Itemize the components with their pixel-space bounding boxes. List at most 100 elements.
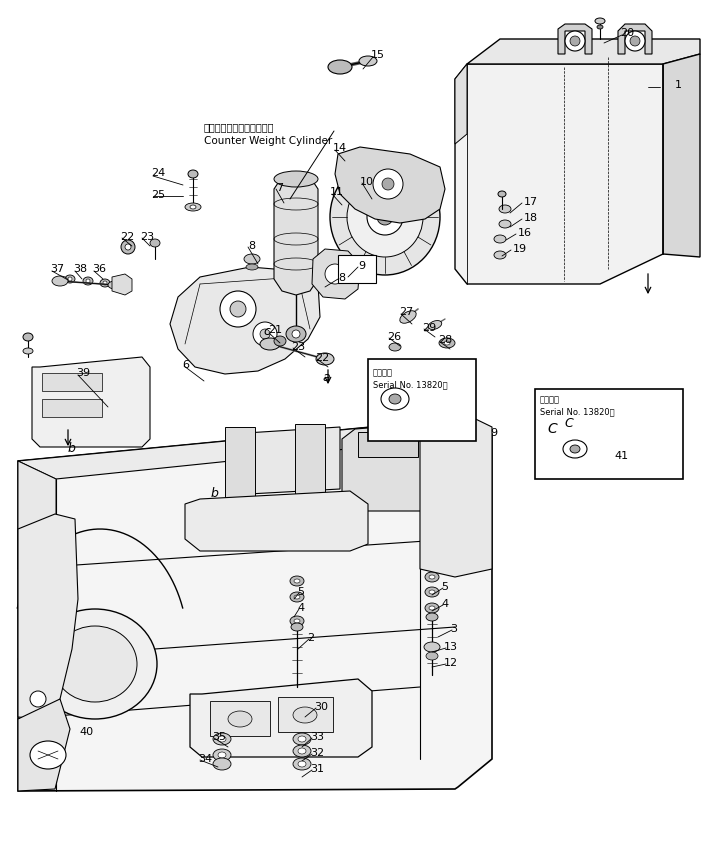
Ellipse shape — [52, 276, 68, 287]
Text: カウンタウエイトシリンダ: カウンタウエイトシリンダ — [204, 122, 274, 132]
Text: 41: 41 — [614, 450, 628, 461]
Text: 4: 4 — [441, 598, 448, 608]
Polygon shape — [225, 428, 255, 505]
Text: b: b — [68, 442, 76, 455]
Ellipse shape — [328, 61, 352, 75]
Bar — [42, 374, 102, 392]
Ellipse shape — [494, 251, 506, 260]
Ellipse shape — [260, 338, 280, 350]
Text: 5: 5 — [297, 586, 304, 597]
Ellipse shape — [597, 26, 603, 30]
Text: 19: 19 — [513, 244, 527, 254]
Text: 13: 13 — [444, 641, 458, 651]
Ellipse shape — [244, 255, 260, 264]
Polygon shape — [342, 424, 435, 511]
Polygon shape — [32, 357, 150, 448]
Bar — [42, 400, 102, 418]
Text: 37: 37 — [50, 263, 64, 274]
Ellipse shape — [190, 206, 196, 210]
Text: a: a — [322, 371, 330, 384]
Ellipse shape — [253, 323, 277, 347]
Ellipse shape — [293, 734, 311, 745]
Ellipse shape — [359, 57, 377, 67]
Polygon shape — [455, 65, 663, 285]
Ellipse shape — [218, 736, 226, 742]
Ellipse shape — [498, 192, 506, 198]
Ellipse shape — [595, 19, 605, 25]
Bar — [338, 256, 376, 283]
Ellipse shape — [260, 330, 270, 339]
Ellipse shape — [103, 282, 107, 286]
Text: 9: 9 — [490, 428, 497, 437]
Text: 11: 11 — [330, 187, 344, 197]
Text: 12: 12 — [444, 657, 458, 667]
Text: 18: 18 — [524, 213, 538, 223]
Text: 7: 7 — [276, 183, 283, 193]
Text: 30: 30 — [314, 701, 328, 711]
Ellipse shape — [293, 707, 317, 723]
Ellipse shape — [274, 172, 318, 188]
Polygon shape — [112, 275, 132, 295]
Ellipse shape — [23, 349, 33, 355]
Ellipse shape — [65, 276, 75, 283]
Text: Counter Weight Cylinder: Counter Weight Cylinder — [204, 136, 332, 146]
Text: C: C — [547, 422, 557, 436]
Polygon shape — [170, 268, 320, 375]
Text: 35: 35 — [212, 731, 226, 741]
Ellipse shape — [425, 573, 439, 582]
Ellipse shape — [293, 759, 311, 770]
Text: 39: 39 — [76, 368, 90, 378]
Ellipse shape — [213, 749, 231, 761]
Ellipse shape — [625, 32, 645, 52]
Ellipse shape — [290, 576, 304, 586]
Polygon shape — [18, 514, 78, 719]
Ellipse shape — [400, 312, 416, 324]
Text: 4: 4 — [297, 603, 304, 612]
Ellipse shape — [185, 204, 201, 212]
Text: 14: 14 — [333, 143, 347, 152]
Polygon shape — [618, 25, 652, 55]
Ellipse shape — [367, 200, 403, 236]
Ellipse shape — [630, 37, 640, 47]
Bar — [210, 701, 270, 736]
Ellipse shape — [298, 736, 306, 742]
Ellipse shape — [570, 445, 580, 454]
Text: 適用号機: 適用号機 — [373, 368, 393, 376]
Polygon shape — [558, 25, 592, 55]
Ellipse shape — [286, 326, 306, 343]
Bar — [535, 389, 683, 480]
Polygon shape — [335, 148, 445, 224]
Ellipse shape — [121, 241, 135, 255]
Ellipse shape — [373, 170, 403, 200]
Ellipse shape — [218, 753, 226, 759]
Polygon shape — [18, 461, 56, 569]
Bar — [358, 432, 418, 457]
Text: 24: 24 — [151, 168, 165, 177]
Text: 31: 31 — [310, 763, 324, 773]
Text: 9: 9 — [358, 261, 365, 270]
Ellipse shape — [325, 264, 345, 285]
Text: 22: 22 — [315, 353, 329, 362]
Text: 32: 32 — [310, 747, 324, 757]
Bar — [278, 697, 333, 732]
Polygon shape — [18, 699, 70, 791]
Ellipse shape — [565, 32, 585, 52]
Ellipse shape — [425, 604, 439, 613]
Ellipse shape — [100, 280, 110, 288]
Text: C: C — [564, 417, 572, 430]
Ellipse shape — [298, 748, 306, 754]
Text: 5: 5 — [441, 581, 448, 592]
Ellipse shape — [33, 610, 157, 719]
Text: 25: 25 — [151, 189, 165, 200]
Text: 20: 20 — [620, 28, 634, 38]
Ellipse shape — [230, 301, 246, 318]
Ellipse shape — [298, 761, 306, 767]
Ellipse shape — [108, 282, 122, 289]
Polygon shape — [420, 410, 492, 578]
Ellipse shape — [30, 741, 66, 769]
Ellipse shape — [428, 321, 442, 330]
Text: 38: 38 — [73, 263, 87, 274]
Text: c: c — [263, 325, 270, 338]
Ellipse shape — [426, 653, 438, 660]
Ellipse shape — [228, 711, 252, 728]
